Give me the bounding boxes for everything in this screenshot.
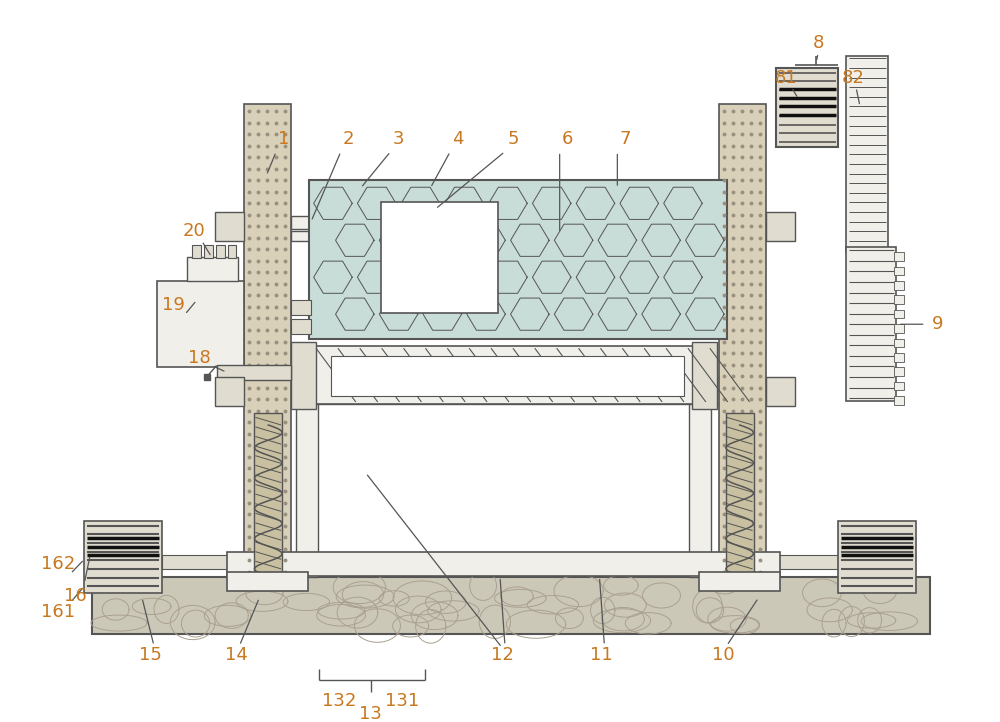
Text: 6: 6 (562, 130, 573, 148)
Text: 13: 13 (359, 705, 382, 722)
Bar (776, 68, 838, 147)
Bar (699, 572, 780, 591)
Bar (291, 319, 311, 334)
Bar (291, 377, 719, 389)
Bar (244, 103, 291, 578)
Text: 132: 132 (322, 692, 356, 710)
Bar (216, 245, 225, 258)
Bar (331, 356, 684, 396)
Bar (766, 377, 795, 406)
Bar (291, 216, 719, 230)
Bar (766, 554, 838, 569)
Bar (894, 353, 904, 362)
Bar (894, 367, 904, 376)
Bar (894, 324, 904, 333)
Text: 82: 82 (842, 69, 864, 87)
Bar (215, 377, 244, 406)
Text: 131: 131 (385, 692, 420, 710)
Bar (309, 180, 727, 339)
Text: 5: 5 (507, 130, 519, 148)
Bar (157, 281, 244, 367)
Bar (204, 245, 213, 258)
Text: 4: 4 (452, 130, 464, 148)
Bar (227, 552, 780, 575)
Bar (228, 245, 236, 258)
Bar (162, 554, 244, 569)
Bar (692, 342, 717, 409)
Bar (894, 382, 904, 391)
Bar (187, 257, 238, 281)
Bar (291, 342, 316, 409)
Text: 2: 2 (343, 130, 355, 148)
Text: 16: 16 (64, 587, 87, 605)
Bar (726, 414, 754, 578)
Bar (192, 245, 201, 258)
Text: 9: 9 (932, 316, 943, 334)
Bar (254, 414, 282, 578)
Bar (296, 404, 318, 577)
Bar (84, 521, 162, 593)
Bar (719, 103, 766, 578)
Bar (381, 202, 498, 313)
Bar (291, 231, 719, 240)
Bar (894, 281, 904, 290)
Bar (766, 212, 795, 240)
Text: 7: 7 (620, 130, 631, 148)
Text: 1: 1 (278, 130, 289, 148)
Bar (311, 347, 717, 404)
Text: 20: 20 (182, 222, 205, 240)
Text: 14: 14 (225, 646, 248, 664)
Text: 162: 162 (41, 555, 76, 573)
Text: 12: 12 (491, 646, 513, 664)
Text: 8: 8 (813, 34, 824, 52)
Text: 11: 11 (590, 646, 613, 664)
Bar (838, 521, 916, 593)
Bar (92, 577, 930, 634)
Text: 15: 15 (139, 646, 161, 664)
Text: 18: 18 (188, 349, 211, 367)
Bar (894, 295, 904, 304)
Text: 3: 3 (393, 130, 404, 148)
Bar (894, 252, 904, 261)
Text: 161: 161 (41, 603, 76, 621)
Text: 10: 10 (712, 646, 735, 664)
Bar (291, 300, 311, 315)
Bar (894, 339, 904, 347)
Text: 81: 81 (775, 69, 798, 87)
Bar (217, 365, 291, 380)
Bar (846, 56, 888, 252)
Bar (894, 266, 904, 275)
Text: 19: 19 (162, 296, 185, 314)
Bar (894, 310, 904, 318)
Bar (227, 572, 308, 591)
Bar (689, 404, 711, 577)
Bar (894, 396, 904, 405)
Bar (215, 212, 244, 240)
Bar (846, 248, 896, 401)
Bar (291, 391, 719, 404)
